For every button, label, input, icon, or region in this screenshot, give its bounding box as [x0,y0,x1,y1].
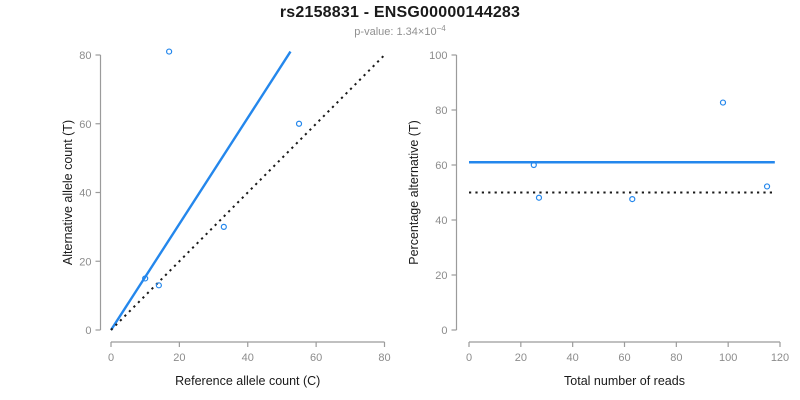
identity-line [110,52,387,331]
x-tick-label: 40 [242,352,254,364]
y-tick-label: 20 [435,270,447,282]
fitted-ratio-line [109,50,292,331]
data-point [535,194,543,201]
x-axis-title: Reference allele count (C) [175,374,320,388]
x-tick-label: 80 [670,352,682,364]
figure-subtitle: p-value: 1.34×10−4 [0,24,800,38]
y-tick-label: 80 [435,105,447,117]
x-tick-label: 40 [567,352,579,364]
p-value-text: p-value: 1.34×10 [354,26,437,38]
data-point [629,196,636,203]
y-axis-title: Alternative allele count (T) [61,120,75,265]
data-point [142,275,149,282]
data-point [719,99,727,106]
y-tick-label: 60 [79,119,91,131]
y-tick-label: 0 [85,325,91,337]
y-tick-label: 20 [79,256,91,268]
x-tick-label: 80 [378,352,390,364]
y-axis-title: Percentage alternative (T) [407,120,421,265]
x-tick-label: 20 [173,352,185,364]
data-point [530,161,537,169]
x-tick-label: 0 [108,352,114,364]
figure-title: rs2158831 - ENSG00000144283 [279,4,521,21]
y-tick-label: 40 [79,188,91,200]
x-tick-label: 120 [771,352,789,364]
data-point [166,48,173,55]
y-tick-label: 40 [435,215,447,227]
data-point [295,120,303,127]
left-panel: 0 20 40 60 80 0 20 40 60 80 Reference allele count… [61,48,391,388]
y-tick-label: 60 [435,160,447,172]
right-panel: 0 20 40 60 80 100 0 20 40 60 80 100 120 Total number … [407,50,789,388]
x-tick-label: 20 [515,352,527,364]
y-tick-label: 100 [429,50,447,62]
x-tick-label: 60 [310,352,322,364]
x-tick-label: 100 [719,352,737,364]
y-tick-label: 80 [79,50,91,62]
x-axis-title: Total number of reads [564,374,685,388]
x-tick-label: 0 [466,352,472,364]
p-value-exponent: −4 [436,24,446,33]
data-point [155,282,162,289]
y-tick-label: 0 [441,325,447,337]
data-point [220,223,227,230]
data-point [763,183,771,190]
x-tick-label: 60 [618,352,630,364]
